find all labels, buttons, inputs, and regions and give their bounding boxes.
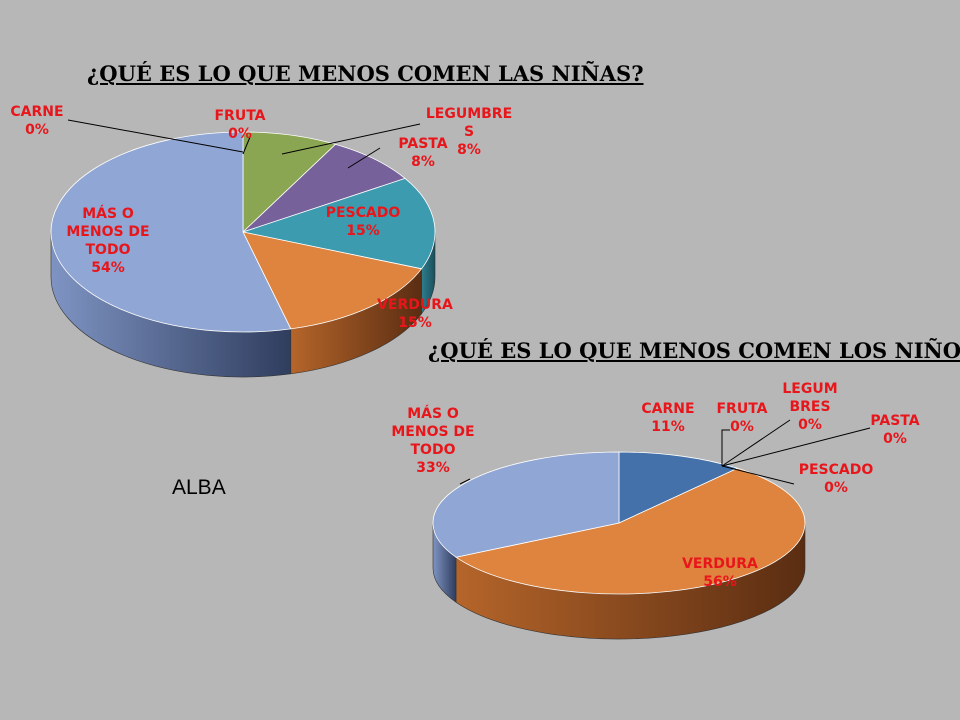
girls-slice-fruta [242,131,337,233]
girls-leader-fruta [242,136,251,155]
girls-leader-legumbres [281,123,421,155]
boys-label-mas-o-menos-de-todo: MÁS O MENOS DE TODO 33% [391,405,474,476]
boys-label-pasta: PASTA 0% [870,413,919,447]
boys-leader-legumbres [721,419,791,467]
boys-label-pescado: PESCADO 0% [799,462,874,496]
pie-chart-girls: FRUTA 0% LEGUMBRE S 8%PASTA 8% PESCADO 15% VERDU… [10,104,512,378]
girls-label-verdura: VERDURA 15% [377,297,453,331]
girls-label-mas-o-menos-de-todo: MÁS O MENOS DE TODO 54% [66,205,149,276]
girls-leader-pasta [347,147,381,169]
girls-leader-carne [67,119,244,153]
boys-slice-verdura [455,467,806,595]
boys-slice-mas-o-menos-de-todo [432,451,620,558]
chart-title-boys: ¿QUÉ ES LO QUE MENOS COMEN LOS NIÑOS? [428,338,960,363]
pie-chart-boys: CARNE 11% FRUTA 0% LEGUM BRES 0% PASTA 0% PESCADO… [391,381,920,640]
boys-label-fruta: FRUTA 0% [716,401,767,435]
boys-leader-fruta [721,429,730,466]
boys-slice-carne [618,451,739,524]
girls-label-pescado: PESCADO 15% [326,205,401,239]
girls-slice-mas-o-menos-de-todo [50,131,292,333]
boys-label-carne: CARNE 11% [641,401,694,435]
author-label: ALBA [172,476,226,499]
chart-title-girls: ¿QUÉ ES LO QUE MENOS COMEN LAS NIÑAS? [87,61,644,86]
boys-leader-pasta [721,427,871,467]
girls-label-fruta: FRUTA 0% [214,108,265,142]
girls-label-legumbres: LEGUMBRE S 8% [426,106,512,158]
boys-leader-mas-o-menos-de-todo [459,478,471,485]
boys-leader-pescado [721,465,795,485]
boys-label-legumbres: LEGUM BRES 0% [782,381,837,433]
boys-label-verdura: VERDURA 56% [682,556,758,590]
girls-slice-legumbres [242,143,406,233]
girls-label-carne: CARNE 0% [10,104,63,138]
girls-slice-pescado [241,177,436,270]
girls-slice-verdura [242,231,423,330]
girls-label-pasta: PASTA 8% [398,136,447,170]
